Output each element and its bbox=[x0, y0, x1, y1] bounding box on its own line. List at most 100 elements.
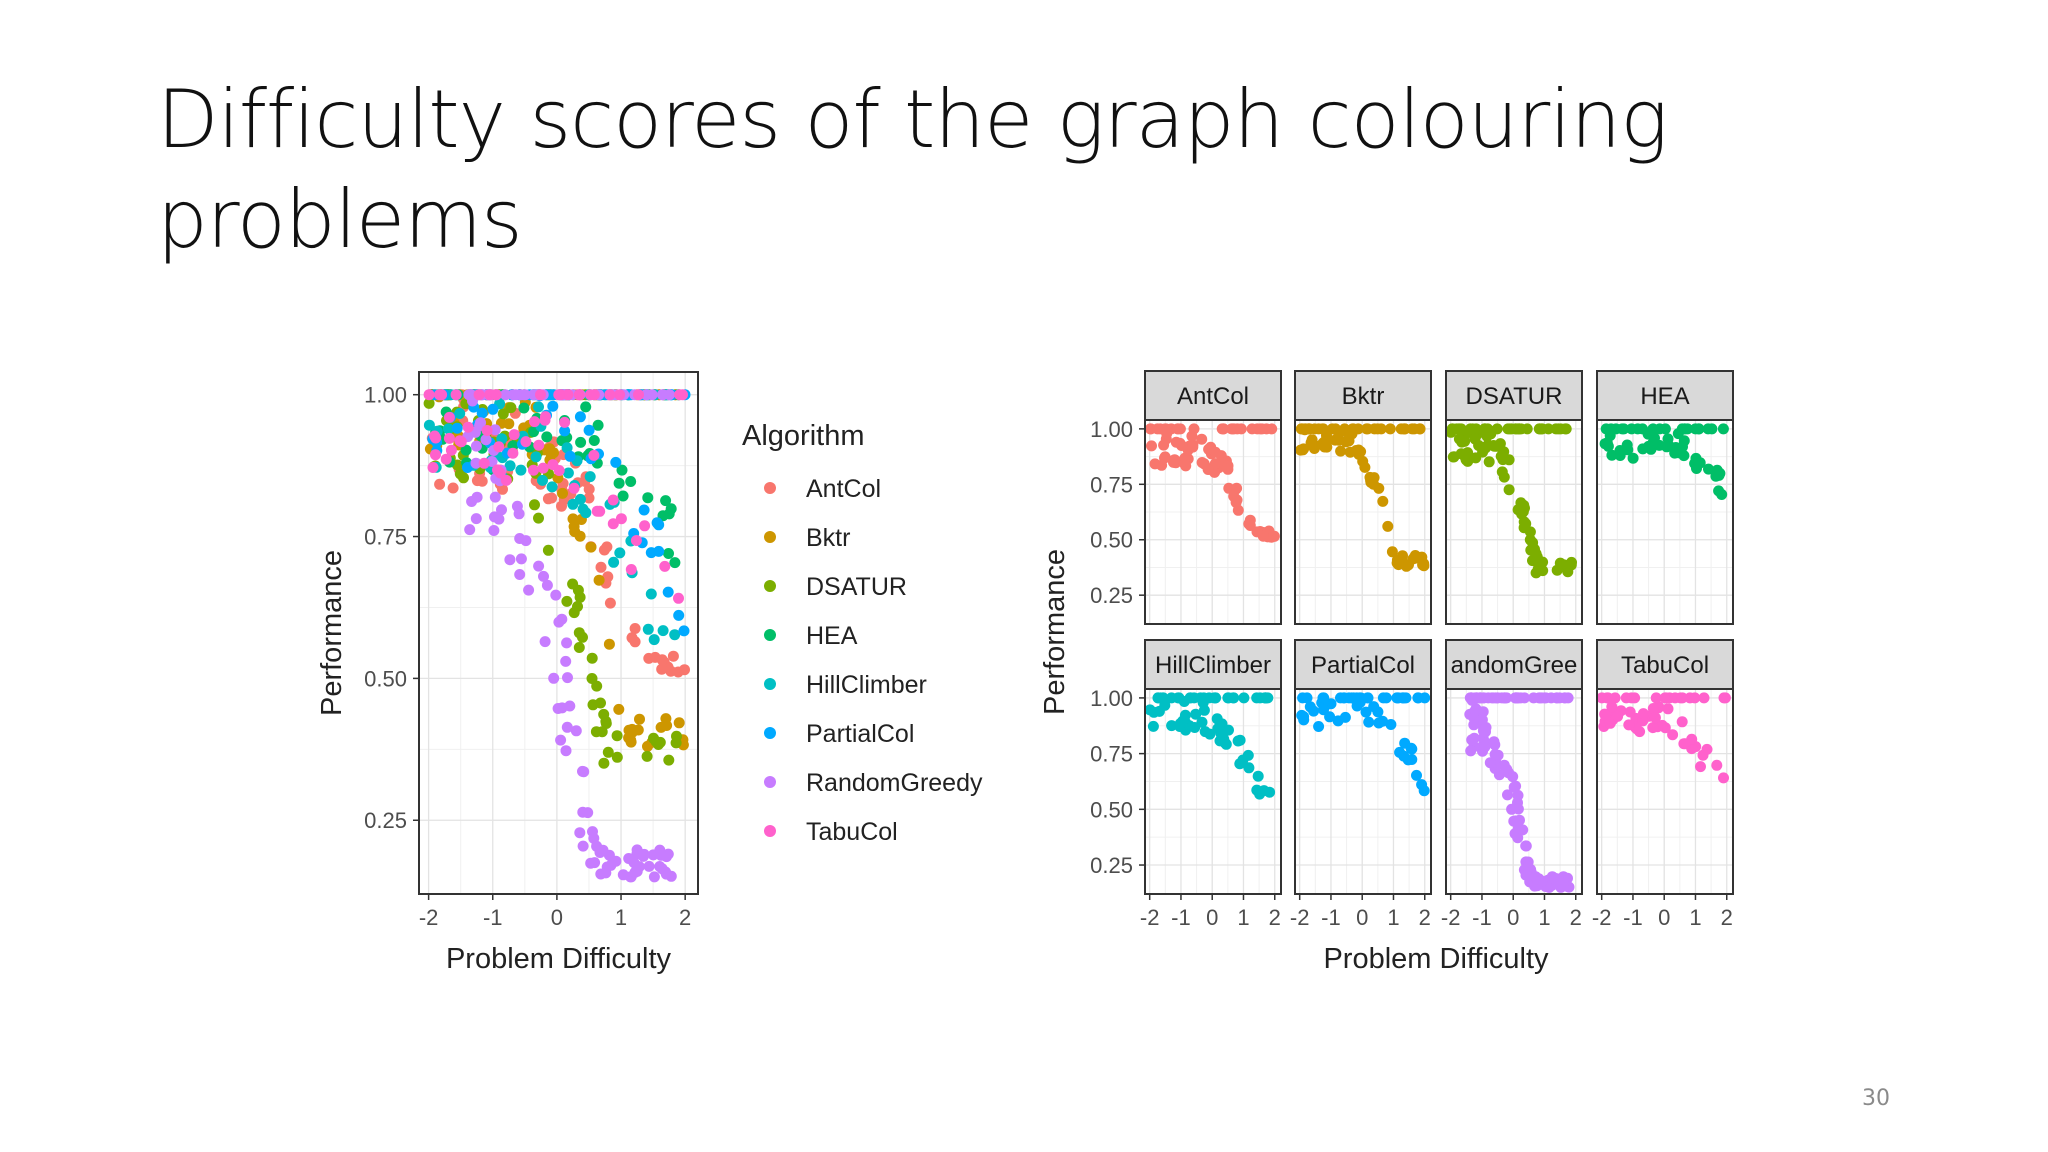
data-point bbox=[427, 462, 439, 473]
data-point bbox=[1397, 692, 1409, 704]
data-point bbox=[559, 416, 571, 428]
data-point bbox=[1599, 438, 1611, 450]
data-point bbox=[1187, 441, 1199, 453]
data-point bbox=[1446, 423, 1458, 435]
x-tick-label: 1 bbox=[1237, 905, 1249, 930]
facet-strip bbox=[1294, 370, 1432, 421]
data-point bbox=[504, 554, 516, 566]
data-point bbox=[1524, 534, 1536, 546]
data-point bbox=[608, 556, 620, 568]
legend-label-dsatur: DSATUR bbox=[806, 573, 907, 601]
data-point bbox=[661, 720, 673, 731]
data-point bbox=[1144, 704, 1156, 716]
data-point bbox=[1393, 554, 1405, 566]
data-point bbox=[1694, 457, 1706, 469]
data-point bbox=[603, 638, 615, 650]
data-point bbox=[1373, 482, 1385, 494]
data-point bbox=[1340, 436, 1352, 448]
y-tick-label: 1.00 bbox=[1090, 417, 1133, 442]
data-point bbox=[443, 411, 455, 423]
data-point bbox=[478, 457, 490, 469]
data-point bbox=[1406, 754, 1418, 765]
data-point bbox=[583, 492, 595, 504]
data-point bbox=[1621, 439, 1633, 451]
data-point bbox=[663, 754, 675, 766]
data-point bbox=[587, 826, 598, 838]
data-point bbox=[1157, 692, 1169, 704]
data-point bbox=[1338, 692, 1350, 704]
data-point bbox=[1520, 840, 1532, 852]
data-point bbox=[656, 654, 668, 666]
data-point bbox=[556, 500, 567, 512]
data-point bbox=[476, 407, 488, 419]
data-point bbox=[1513, 423, 1525, 435]
facet-strip bbox=[1294, 639, 1432, 690]
data-point bbox=[473, 389, 485, 401]
panel-border bbox=[1144, 688, 1282, 895]
data-point bbox=[1184, 692, 1196, 704]
data-point bbox=[1596, 692, 1608, 704]
data-point bbox=[659, 560, 671, 572]
data-point bbox=[585, 541, 597, 553]
data-point bbox=[430, 449, 441, 461]
data-point bbox=[1190, 708, 1202, 720]
data-point bbox=[1679, 423, 1691, 435]
data-point bbox=[1468, 732, 1480, 744]
data-point bbox=[1698, 692, 1710, 704]
slide-title: Difficulty scores of the graph colouring… bbox=[157, 70, 1857, 270]
legend-key-hillclimber bbox=[764, 678, 776, 690]
data-point bbox=[1465, 745, 1477, 757]
data-point bbox=[1188, 423, 1200, 435]
data-point bbox=[630, 535, 642, 546]
x-tick-label: -1 bbox=[1623, 905, 1643, 930]
data-point bbox=[660, 495, 672, 507]
data-point bbox=[1624, 706, 1636, 718]
data-point bbox=[1637, 708, 1649, 720]
data-point bbox=[1527, 555, 1538, 567]
data-point bbox=[493, 441, 505, 453]
legend-key-bktr bbox=[764, 531, 776, 543]
data-point bbox=[489, 491, 501, 503]
data-point bbox=[573, 389, 585, 401]
x-tick-label: 0 bbox=[1206, 905, 1218, 930]
x-tick-label: -2 bbox=[1592, 905, 1612, 930]
data-point bbox=[1647, 722, 1659, 734]
data-point bbox=[1701, 743, 1713, 755]
data-point bbox=[1536, 875, 1548, 887]
data-point bbox=[1677, 441, 1688, 453]
data-point bbox=[552, 703, 564, 714]
data-point bbox=[454, 408, 466, 419]
data-point bbox=[1512, 803, 1524, 815]
data-point bbox=[574, 411, 586, 423]
data-point bbox=[1495, 450, 1507, 462]
data-point bbox=[548, 447, 559, 459]
data-point bbox=[1514, 814, 1525, 826]
x-tick-label: 1 bbox=[1387, 905, 1399, 930]
panel-border bbox=[1445, 688, 1583, 895]
x-tick-label: -1 bbox=[483, 905, 503, 930]
data-point bbox=[586, 652, 598, 664]
data-point bbox=[1405, 742, 1417, 754]
data-point bbox=[616, 464, 628, 476]
legend-label-partialcol: PartialCol bbox=[806, 720, 914, 748]
data-point bbox=[533, 401, 544, 413]
panel-border bbox=[418, 371, 699, 895]
data-point bbox=[639, 520, 651, 532]
data-point bbox=[497, 483, 508, 495]
data-point bbox=[529, 416, 540, 428]
data-point bbox=[645, 588, 657, 600]
data-point bbox=[480, 434, 492, 446]
data-point bbox=[460, 444, 472, 456]
data-point bbox=[625, 476, 637, 487]
data-point bbox=[1482, 692, 1494, 704]
data-point bbox=[1197, 697, 1209, 709]
data-point bbox=[1678, 738, 1690, 750]
data-point bbox=[1522, 856, 1534, 868]
data-point bbox=[1693, 423, 1705, 435]
data-point bbox=[1223, 724, 1234, 736]
data-point bbox=[1232, 504, 1244, 516]
x-tick-label: -1 bbox=[1321, 905, 1341, 930]
data-point bbox=[1262, 692, 1274, 704]
legend-label-hillclimber: HillClimber bbox=[806, 671, 927, 699]
data-point bbox=[561, 595, 573, 607]
